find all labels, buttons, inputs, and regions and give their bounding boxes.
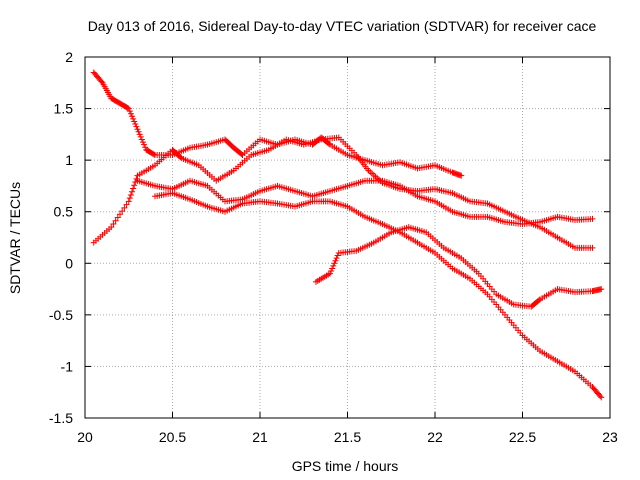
point-track-b xyxy=(177,154,184,161)
point-track-c xyxy=(589,215,596,222)
point-track-b xyxy=(110,220,117,227)
point-track-b xyxy=(130,185,137,192)
point-track-a xyxy=(126,108,133,115)
point-track-a xyxy=(141,141,148,148)
gridlines xyxy=(85,57,610,418)
point-track-b xyxy=(119,208,126,215)
x-tick-label: 20 xyxy=(77,429,93,445)
point-track-d xyxy=(598,394,605,401)
x-tick-label: 22 xyxy=(427,429,443,445)
point-track-e xyxy=(331,260,338,267)
y-tick-label: 2 xyxy=(65,49,73,65)
data-markers xyxy=(90,69,605,401)
point-track-a xyxy=(131,118,138,125)
x-tick-label: 20.5 xyxy=(159,429,186,445)
point-track-b xyxy=(123,201,130,208)
x-tick-label: 21.5 xyxy=(334,429,361,445)
y-tick-label: -1.5 xyxy=(49,410,73,426)
point-track-a xyxy=(129,113,136,120)
point-track-e xyxy=(334,252,341,259)
point-track-b xyxy=(108,224,115,231)
point-track-a xyxy=(136,131,143,138)
x-tick-labels: 20 20.5 21 21.5 22 22.5 23 xyxy=(77,429,618,445)
point-track-e xyxy=(328,268,335,275)
chart-title: Day 013 of 2016, Sidereal Day-to-day VTE… xyxy=(88,18,597,34)
y-tick-label: -0.5 xyxy=(49,307,73,323)
point-track-b xyxy=(112,217,119,224)
y-tick-label: 0.5 xyxy=(54,204,74,220)
y-axis-label: SDTVAR / TECUs xyxy=(7,182,23,294)
point-track-b xyxy=(126,195,133,202)
point-track-d xyxy=(597,393,604,400)
point-track-b xyxy=(127,191,134,198)
x-tick-label: 22.5 xyxy=(509,429,536,445)
point-track-e xyxy=(329,265,336,272)
point-track-a xyxy=(127,110,134,117)
point-track-b xyxy=(114,214,121,221)
y-tick-label: 1.5 xyxy=(54,101,74,117)
point-track-e xyxy=(330,262,337,269)
point-track-a xyxy=(124,104,131,111)
point-track-b xyxy=(131,182,138,189)
point-track-a xyxy=(138,136,145,143)
point-track-a xyxy=(135,128,142,135)
point-track-a xyxy=(137,133,144,140)
point-track-b xyxy=(589,244,596,251)
point-track-e xyxy=(327,270,333,277)
y-tick-label: 0 xyxy=(65,255,73,271)
y-tick-labels: 2 1.5 1 0.5 0 -0.5 -1 -1.5 xyxy=(49,49,73,426)
point-track-a xyxy=(132,121,139,128)
point-track-a xyxy=(133,123,140,130)
point-track-b xyxy=(129,188,136,195)
y-tick-label: -1 xyxy=(61,358,74,374)
point-track-e xyxy=(332,257,339,264)
point-track-a xyxy=(139,139,146,146)
point-track-e xyxy=(598,286,605,293)
point-track-a xyxy=(142,144,149,151)
point-track-a xyxy=(150,151,157,158)
point-track-a xyxy=(325,140,332,147)
x-tick-label: 23 xyxy=(602,429,618,445)
point-track-a xyxy=(238,151,245,158)
y-tick-label: 1 xyxy=(65,152,73,168)
x-axis-label: GPS time / hours xyxy=(292,458,399,474)
point-track-e xyxy=(333,255,340,262)
point-track-a xyxy=(98,78,105,85)
point-track-a xyxy=(130,115,137,122)
point-track-a xyxy=(125,105,132,112)
point-track-b xyxy=(121,204,128,211)
x-tick-label: 21 xyxy=(252,429,268,445)
point-track-b xyxy=(125,198,132,205)
point-track-b xyxy=(117,211,123,218)
axis-ticks xyxy=(84,56,611,419)
point-track-a xyxy=(458,172,465,179)
point-track-e xyxy=(535,297,542,304)
point-track-a xyxy=(134,126,141,133)
